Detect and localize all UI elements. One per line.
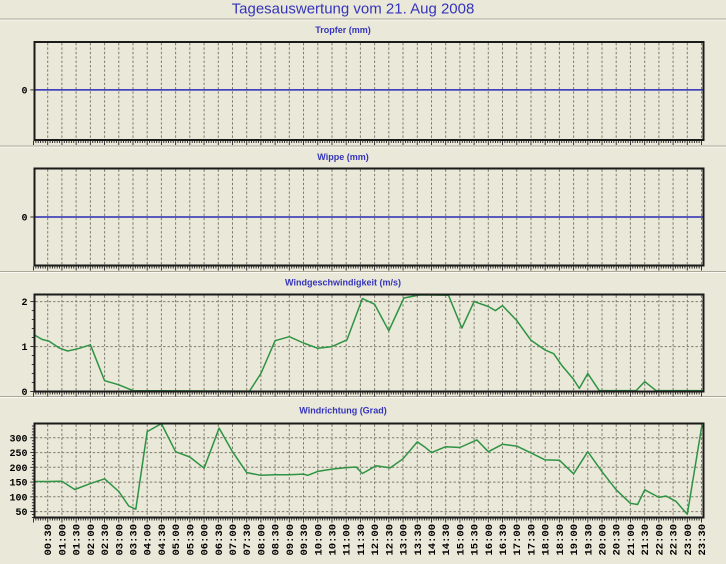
svg-text:04:30: 04:30: [157, 524, 169, 556]
svg-text:Tropfer (mm): Tropfer (mm): [315, 25, 371, 35]
svg-text:23:30: 23:30: [697, 524, 709, 556]
svg-text:19:30: 19:30: [583, 524, 595, 556]
svg-text:08:30: 08:30: [271, 524, 283, 556]
svg-text:12:30: 12:30: [384, 524, 396, 556]
svg-text:05:00: 05:00: [171, 524, 183, 556]
svg-text:16:00: 16:00: [484, 524, 496, 556]
svg-text:23:00: 23:00: [683, 524, 695, 556]
svg-text:10:30: 10:30: [328, 524, 340, 556]
svg-text:13:00: 13:00: [399, 524, 411, 556]
svg-text:100: 100: [9, 493, 27, 504]
svg-text:Windgeschwindigkeit (m/s): Windgeschwindigkeit (m/s): [285, 278, 401, 288]
svg-text:14:00: 14:00: [427, 524, 439, 556]
svg-text:22:00: 22:00: [654, 524, 666, 556]
svg-text:2: 2: [21, 298, 27, 309]
svg-text:15:30: 15:30: [470, 524, 482, 556]
svg-text:17:30: 17:30: [527, 524, 539, 556]
svg-text:300: 300: [9, 434, 27, 445]
svg-text:20:30: 20:30: [612, 524, 624, 556]
svg-text:08:00: 08:00: [256, 524, 268, 556]
svg-text:16:30: 16:30: [498, 524, 510, 556]
svg-text:250: 250: [9, 449, 27, 460]
svg-text:05:30: 05:30: [185, 524, 197, 556]
svg-text:12:00: 12:00: [370, 524, 382, 556]
svg-text:0: 0: [21, 214, 27, 225]
svg-text:Wippe (mm): Wippe (mm): [317, 152, 368, 162]
svg-text:13:30: 13:30: [413, 524, 425, 556]
svg-text:18:00: 18:00: [541, 524, 553, 556]
svg-text:04:00: 04:00: [143, 524, 155, 556]
svg-text:Windrichtung (Grad): Windrichtung (Grad): [299, 405, 386, 415]
svg-text:11:00: 11:00: [342, 524, 354, 556]
svg-text:19:00: 19:00: [569, 524, 581, 556]
svg-text:06:00: 06:00: [200, 524, 212, 556]
svg-text:03:00: 03:00: [114, 524, 126, 556]
svg-text:01:00: 01:00: [57, 524, 69, 556]
svg-text:02:30: 02:30: [100, 524, 112, 556]
svg-text:0: 0: [21, 86, 27, 97]
svg-text:06:30: 06:30: [214, 524, 226, 556]
svg-text:14:30: 14:30: [441, 524, 453, 556]
svg-text:1: 1: [21, 343, 27, 354]
svg-text:10:00: 10:00: [313, 524, 325, 556]
svg-text:09:00: 09:00: [285, 524, 297, 556]
svg-text:21:30: 21:30: [640, 524, 652, 556]
svg-text:11:30: 11:30: [356, 524, 368, 556]
svg-text:01:30: 01:30: [72, 524, 84, 556]
svg-text:200: 200: [9, 464, 27, 475]
svg-text:20:00: 20:00: [598, 524, 610, 556]
svg-text:03:30: 03:30: [129, 524, 141, 556]
svg-text:18:30: 18:30: [555, 524, 567, 556]
svg-text:07:00: 07:00: [228, 524, 240, 556]
svg-text:15:00: 15:00: [455, 524, 467, 556]
svg-text:150: 150: [9, 479, 27, 490]
svg-text:17:00: 17:00: [512, 524, 524, 556]
svg-text:00:30: 00:30: [43, 524, 55, 556]
svg-text:22:30: 22:30: [669, 524, 681, 556]
svg-text:50: 50: [15, 508, 27, 519]
svg-text:09:30: 09:30: [299, 524, 311, 556]
svg-text:21:00: 21:00: [626, 524, 638, 556]
svg-text:02:00: 02:00: [86, 524, 98, 556]
svg-text:0: 0: [21, 388, 27, 399]
svg-text:07:30: 07:30: [242, 524, 254, 556]
svg-text:Tagesauswertung vom 21. Aug 20: Tagesauswertung vom 21. Aug 2008: [232, 1, 475, 18]
